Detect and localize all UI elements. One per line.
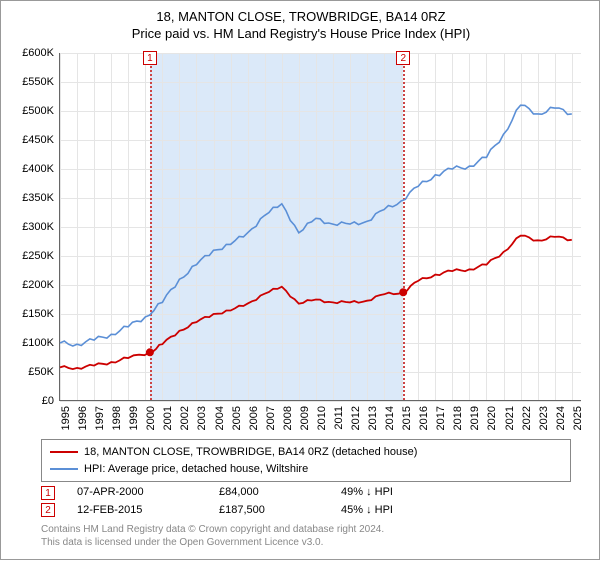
y-axis-label: £400K [22,163,54,175]
y-axis-label: £500K [22,105,54,117]
x-axis-label: 2011 [333,406,345,430]
events-table: 1 07-APR-2000 £84,000 49% ↓ HPI 2 12-FEB… [41,481,571,519]
y-axis-label: £350K [22,192,54,204]
x-axis-label: 1999 [128,406,140,430]
event-dot-icon [146,349,153,356]
x-axis-label: 1996 [77,406,89,430]
x-axis-label: 2009 [299,406,311,430]
y-axis-label: £200K [22,279,54,291]
event-marker-icon: 2 [396,51,410,65]
x-axis-label: 2025 [572,406,584,430]
line-layer [60,53,581,400]
event-row: 1 07-APR-2000 £84,000 49% ↓ HPI [41,484,571,502]
legend-label: 18, MANTON CLOSE, TROWBRIDGE, BA14 0RZ (… [84,444,417,461]
x-axis-label: 2005 [231,406,243,430]
series-price_paid [60,236,572,370]
x-axis-label: 2023 [538,406,550,430]
x-axis-label: 2001 [162,406,174,430]
x-axis-label: 2008 [282,406,294,430]
title-address: 18, MANTON CLOSE, TROWBRIDGE, BA14 0RZ [1,9,600,26]
x-axis-label: 2007 [265,406,277,430]
x-axis-label: 2010 [316,406,328,430]
x-axis-label: 2013 [367,406,379,430]
y-axis-label: £600K [22,47,54,59]
event-marker-icon: 1 [41,486,55,500]
x-axis-label: 2020 [486,406,498,430]
attribution-line: Contains HM Land Registry data © Crown c… [41,523,571,536]
y-axis-label: £250K [22,250,54,262]
event-marker-icon: 2 [41,503,55,517]
attribution-line: This data is licensed under the Open Gov… [41,536,571,549]
x-axis-label: 2018 [452,406,464,430]
x-axis-label: 2024 [555,406,567,430]
series-hpi [60,105,572,346]
x-axis-label: 2017 [435,406,447,430]
legend-label: HPI: Average price, detached house, Wilt… [84,461,308,478]
x-axis-label: 2003 [196,406,208,430]
title-block: 18, MANTON CLOSE, TROWBRIDGE, BA14 0RZ P… [1,1,600,43]
x-axis-label: 2006 [248,406,260,430]
x-axis-label: 2014 [384,406,396,430]
x-axis-label: 1998 [111,406,123,430]
x-axis-label: 2022 [521,406,533,430]
y-axis-label: £150K [22,308,54,320]
title-subtitle: Price paid vs. HM Land Registry's House … [1,26,600,43]
x-axis-label: 2015 [401,406,413,430]
x-axis-label: 2021 [504,406,516,430]
y-axis-label: £550K [22,76,54,88]
y-axis-label: £0 [42,395,54,407]
event-dot-icon [400,289,407,296]
chart-container: 18, MANTON CLOSE, TROWBRIDGE, BA14 0RZ P… [1,1,600,561]
y-axis-label: £100K [22,337,54,349]
x-axis-label: 1995 [60,406,72,430]
y-axis-label: £50K [28,366,54,378]
legend-row: 18, MANTON CLOSE, TROWBRIDGE, BA14 0RZ (… [50,444,562,461]
x-axis-label: 1997 [94,406,106,430]
event-pct: 45% ↓ HPI [341,502,451,520]
y-axis-label: £300K [22,221,54,233]
chart-area: £0£50K£100K£150K£200K£250K£300K£350K£400… [59,53,581,401]
legend-swatch [50,468,78,470]
x-axis-label: 2004 [214,406,226,430]
event-date: 07-APR-2000 [77,484,197,502]
event-row: 2 12-FEB-2015 £187,500 45% ↓ HPI [41,502,571,520]
x-axis-label: 2002 [179,406,191,430]
legend-box: 18, MANTON CLOSE, TROWBRIDGE, BA14 0RZ (… [41,439,571,482]
event-pct: 49% ↓ HPI [341,484,451,502]
x-axis-label: 2016 [418,406,430,430]
event-price: £187,500 [219,502,319,520]
event-date: 12-FEB-2015 [77,502,197,520]
x-axis-label: 2000 [145,406,157,430]
x-axis-label: 2012 [350,406,362,430]
attribution: Contains HM Land Registry data © Crown c… [41,523,571,549]
event-price: £84,000 [219,484,319,502]
plot-region: £0£50K£100K£150K£200K£250K£300K£350K£400… [59,53,581,401]
legend-row: HPI: Average price, detached house, Wilt… [50,461,562,478]
x-axis-label: 2019 [469,406,481,430]
y-axis-label: £450K [22,134,54,146]
legend-swatch [50,451,78,453]
event-marker-icon: 1 [143,51,157,65]
